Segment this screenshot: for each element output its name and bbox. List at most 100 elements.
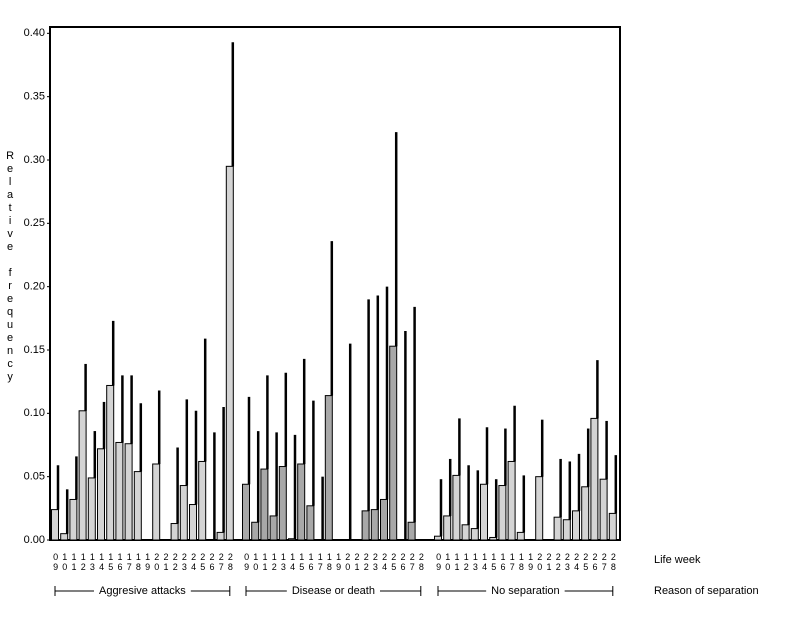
x-tick-label: 26 (398, 552, 408, 572)
bar (461, 524, 470, 541)
bar (590, 417, 599, 541)
x-tick-label: 20 (343, 552, 353, 572)
bar (470, 528, 479, 541)
bar (572, 510, 580, 541)
x-tick-label: 14 (288, 552, 298, 572)
x-tick-label: 15 (297, 552, 307, 572)
bar (198, 460, 207, 541)
bar (434, 535, 442, 541)
x-tick-label: 14 (480, 552, 490, 572)
bar (608, 512, 617, 541)
bar (361, 510, 370, 541)
x-tick-label: 15 (489, 552, 499, 572)
bar (51, 509, 59, 541)
bar (562, 519, 571, 541)
x-tick-label: 23 (562, 552, 572, 572)
x-tick-label: 09 (434, 552, 444, 572)
bar (370, 509, 379, 541)
x-tick-label: 18 (516, 552, 526, 572)
group-label-bg (93, 584, 191, 598)
group-label-bg (286, 584, 380, 598)
x-tick-label: 17 (507, 552, 517, 572)
x-tick-label: 25 (581, 552, 591, 572)
x-tick-label: 27 (599, 552, 609, 572)
bar (553, 516, 562, 541)
y-tick-label: 0.15 (24, 344, 45, 356)
bar (225, 165, 234, 541)
x-tick-label: 28 (416, 552, 426, 572)
x-tick-label: 24 (572, 552, 582, 572)
x-tick-label: 17 (124, 552, 134, 572)
y-tick-label: 0.20 (24, 281, 45, 293)
x-tick-label: 13 (278, 552, 288, 572)
y-tick-label: 0.30 (24, 154, 45, 166)
x-tick-label: 23 (179, 552, 189, 572)
x-tick-label: 13 (470, 552, 480, 572)
y-tick-label: 0.25 (24, 217, 45, 229)
bar (242, 483, 250, 541)
x-tick-label: 16 (306, 552, 316, 572)
x-tick-label: 12 (78, 552, 88, 572)
bar (389, 345, 398, 541)
x-tick-label: 20 (535, 552, 545, 572)
bar (179, 485, 188, 541)
x-tick-label: 16 (498, 552, 508, 572)
x-tick-label: 19 (143, 552, 153, 572)
bar (507, 460, 516, 541)
x-tick-label: 10 (443, 552, 453, 572)
bar (288, 538, 296, 541)
x-tick-label: 13 (87, 552, 97, 572)
x-tick-label: 09 (51, 552, 61, 572)
bar (452, 474, 461, 541)
bar (480, 483, 488, 541)
bar (133, 471, 142, 541)
bar (269, 515, 278, 541)
x-tick-label: 09 (242, 552, 252, 572)
x-tick-label: 22 (553, 552, 563, 572)
x-tick-label: 17 (315, 552, 325, 572)
bar (124, 443, 133, 541)
x-tick-label: 15 (106, 552, 116, 572)
x-tick-label: 19 (334, 552, 344, 572)
x-tick-label: 18 (324, 552, 334, 572)
x-tick-label: 28 (608, 552, 618, 572)
x-tick-label: 16 (115, 552, 125, 572)
x-tick-label: 21 (352, 552, 362, 572)
x-tick-label: 24 (189, 552, 199, 572)
x-tick-label: 25 (389, 552, 399, 572)
bar (260, 468, 269, 541)
bar (516, 531, 525, 541)
x-tick-label: 14 (97, 552, 107, 572)
bar (581, 486, 590, 541)
x-tick-label: 28 (225, 552, 235, 572)
y-tick-label: 0.35 (24, 91, 45, 103)
bar (324, 395, 333, 541)
bar (443, 515, 452, 541)
x-tick-label: 18 (133, 552, 143, 572)
bar (189, 504, 197, 541)
group-label: Disease or death (292, 585, 375, 597)
bar (97, 448, 105, 541)
group-label: Aggresive attacks (99, 585, 186, 597)
y-tick-label: 0.05 (24, 471, 45, 483)
x-tick-label: 25 (198, 552, 208, 572)
bar (278, 466, 287, 541)
x-axis-label: Life week (654, 554, 701, 566)
x-tick-label: 12 (269, 552, 279, 572)
x-tick-label: 19 (526, 552, 536, 572)
bar (216, 531, 225, 541)
bar (60, 533, 69, 541)
x-tick-label: 27 (216, 552, 226, 572)
group-axis-label: Reason of separation (654, 585, 759, 597)
x-tick-label: 11 (452, 552, 462, 572)
x-tick-label: 22 (170, 552, 180, 572)
bar (115, 441, 124, 541)
y-tick-label: 0.40 (24, 27, 45, 39)
x-tick-label: 20 (152, 552, 162, 572)
bar (297, 463, 306, 541)
bar (106, 384, 115, 541)
bar (599, 478, 608, 541)
y-tick-label: 0.10 (24, 407, 45, 419)
